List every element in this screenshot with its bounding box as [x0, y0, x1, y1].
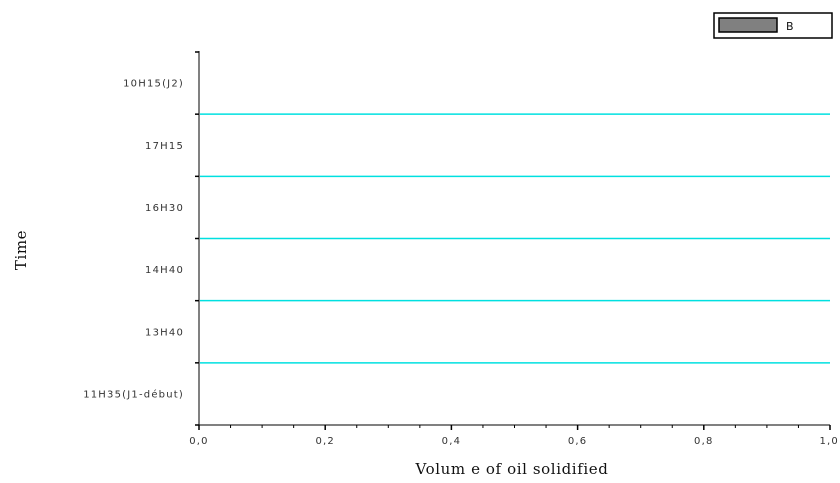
- y-tick-labels: 11H35(J1-début) 13H40 14H40 16H30 17H15 10H15…: [83, 79, 184, 401]
- legend-swatch: [718, 17, 778, 33]
- legend-label-series-b: B: [786, 20, 794, 33]
- y-tick-label: 14H40: [145, 265, 184, 276]
- y-ticks: [195, 51, 199, 426]
- x-tick-label: 0,2: [315, 436, 335, 447]
- y-tick-label: 17H15: [145, 141, 184, 152]
- x-tick-label: 0,6: [568, 436, 588, 447]
- x-tick-label: 1,0: [819, 436, 839, 447]
- x-axis-title: Volum e of oil solidified: [415, 460, 609, 478]
- y-tick-label: 11H35(J1-début): [83, 388, 184, 400]
- x-tick-labels: 0,0 0,2 0,4 0,6 0,8 1,0: [189, 436, 839, 447]
- x-tick-label: 0,0: [189, 436, 209, 447]
- x-ticks: [198, 425, 831, 430]
- y-axis-title: Time: [12, 230, 30, 270]
- y-tick-label: 16H30: [145, 203, 184, 214]
- x-tick-label: 0,8: [694, 436, 714, 447]
- y-tick-label: 13H40: [145, 327, 184, 338]
- legend: B: [713, 12, 833, 39]
- y-tick-label: 10H15(J2): [123, 79, 184, 90]
- gridlines: [200, 113, 830, 364]
- x-tick-label: 0,4: [442, 436, 462, 447]
